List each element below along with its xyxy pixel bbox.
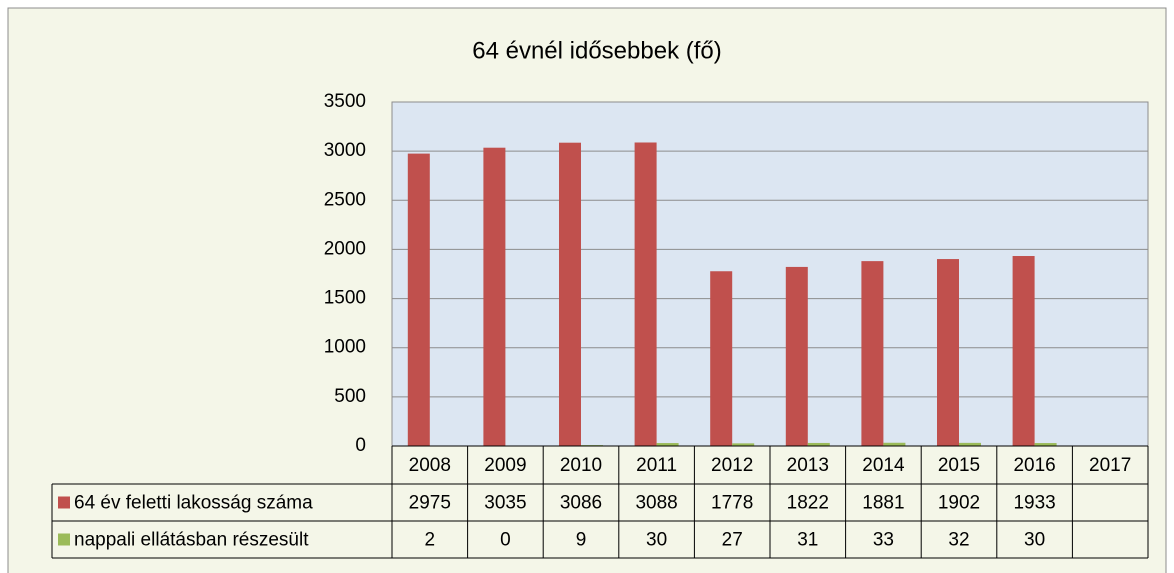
bar <box>559 142 581 446</box>
x-tick-label: 2012 <box>711 455 753 476</box>
y-tick-label: 3000 <box>324 140 366 161</box>
x-tick-label: 2011 <box>636 455 677 476</box>
bar <box>407 153 430 446</box>
y-tick-label: 0 <box>355 435 366 456</box>
table-cell: 3035 <box>484 493 526 514</box>
x-tick-label: 2010 <box>560 455 602 476</box>
y-tick-label: 2500 <box>324 189 366 210</box>
bar <box>937 259 959 446</box>
legend-label: nappali ellátásban részesült <box>74 530 309 551</box>
table-cell: 9 <box>576 530 587 551</box>
x-tick-label: 2016 <box>1013 455 1055 476</box>
table-cell: 0 <box>500 530 511 551</box>
table-cell: 27 <box>722 530 743 551</box>
bar <box>1034 443 1057 446</box>
x-tick-label: 2009 <box>484 455 526 476</box>
table-cell: 1881 <box>862 493 904 514</box>
chart-title: 64 évnél idősebbek (fő) <box>472 37 722 64</box>
legend-label: 64 év feletti lakosság száma <box>74 493 313 514</box>
bar <box>483 147 506 446</box>
table-cell: 3086 <box>560 493 602 514</box>
bar <box>861 261 884 446</box>
bar <box>807 442 830 446</box>
bar <box>656 443 679 446</box>
bar <box>959 442 981 446</box>
bar <box>785 266 808 446</box>
legend-swatch <box>58 533 70 546</box>
bar <box>1012 256 1035 446</box>
table-cell: 1778 <box>711 493 753 514</box>
x-tick-label: 2017 <box>1089 455 1131 476</box>
y-tick-label: 3500 <box>324 91 366 112</box>
x-tick-label: 2015 <box>938 455 980 476</box>
table-cell: 30 <box>646 530 667 551</box>
table-cell: 30 <box>1024 530 1045 551</box>
y-tick-label: 500 <box>334 386 366 407</box>
y-tick-label: 2000 <box>324 238 366 259</box>
bar <box>732 443 755 446</box>
table-cell: 1902 <box>938 493 980 514</box>
table-cell: 3088 <box>635 493 677 514</box>
table-cell: 2 <box>425 530 436 551</box>
table-cell: 2975 <box>409 493 451 514</box>
x-tick-label: 2014 <box>862 455 905 476</box>
table-cell: 33 <box>873 530 894 551</box>
x-tick-label: 2013 <box>787 455 829 476</box>
y-tick-label: 1000 <box>324 337 366 358</box>
x-tick-label: 2008 <box>409 455 451 476</box>
legend-swatch <box>58 496 70 509</box>
table-cell: 1933 <box>1013 493 1055 514</box>
table-cell: 32 <box>948 530 969 551</box>
bar <box>883 442 906 446</box>
bar <box>710 271 733 446</box>
table-cell: 1822 <box>787 493 829 514</box>
bar <box>634 142 657 446</box>
y-tick-label: 1500 <box>324 288 366 309</box>
table-cell: 31 <box>797 530 818 551</box>
